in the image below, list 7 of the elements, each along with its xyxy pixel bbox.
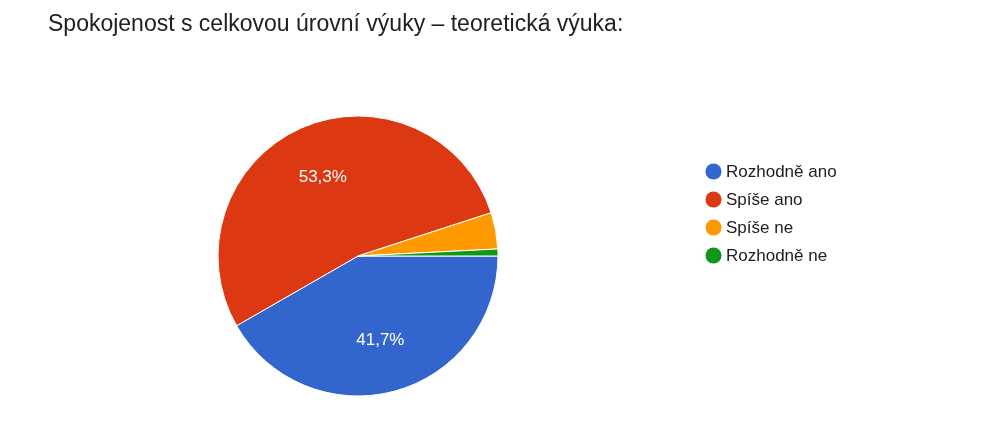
data-label: 53,3%	[298, 166, 347, 186]
legend-label: Rozhodně ano	[726, 161, 837, 181]
legend-label: Rozhodně ne	[726, 245, 828, 265]
legend-label: Spíše ano	[726, 189, 803, 209]
legend-label: Spíše ne	[726, 217, 794, 237]
data-label: 41,7%	[356, 329, 405, 349]
chart-title: Spokojenost s celkovou úrovní výuky – teoretická výuka:	[48, 10, 624, 36]
